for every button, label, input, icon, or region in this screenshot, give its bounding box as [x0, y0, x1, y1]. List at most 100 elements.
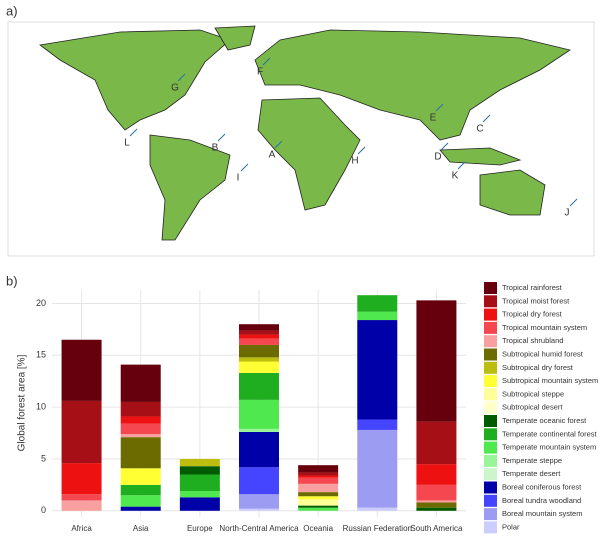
legend-label: Boreal tundra woodland [502, 496, 581, 505]
bar-segment [239, 357, 279, 362]
bar-segment [416, 464, 457, 485]
legend-swatch [484, 481, 497, 494]
bar-segment [357, 429, 398, 508]
bar-segment [239, 334, 279, 339]
x-tick-label: Asia [133, 524, 149, 533]
map-label: K [452, 171, 459, 182]
legend-label: Polar [502, 522, 520, 531]
bar-segment [239, 361, 279, 373]
bar-segment [416, 300, 457, 422]
legend-label: Tropical shrubland [502, 336, 563, 345]
bar-segment [120, 364, 161, 402]
bar-segment [239, 432, 279, 468]
label-leader [357, 146, 366, 155]
legend-label: Boreal mountain system [502, 509, 582, 518]
bar-segment [298, 465, 339, 473]
bar-segment [416, 421, 457, 465]
bar-segment [61, 494, 102, 501]
bar-segment [357, 320, 398, 420]
bar-segment [298, 505, 339, 508]
legend-label: Tropical rainforest [502, 283, 563, 292]
map-label: G [171, 83, 179, 94]
australia [479, 169, 546, 216]
bar-segment [61, 339, 102, 401]
y-tick-label: 5 [41, 453, 46, 463]
legend-swatch [484, 388, 497, 401]
bar-segment [239, 399, 279, 429]
bar-segment [298, 499, 339, 506]
north-america [39, 29, 231, 131]
bar-segment [357, 419, 398, 430]
legend-label: Subtropical dry forest [502, 363, 574, 372]
label-leader [274, 140, 283, 149]
bar-segment [120, 423, 161, 435]
legend-label: Subtropical humid forest [502, 349, 584, 358]
x-tick-label: Oceania [303, 524, 333, 533]
legend-swatch [484, 295, 497, 308]
bar-segment [120, 416, 161, 424]
legend-swatch [484, 282, 497, 294]
label-leader [569, 198, 578, 207]
legend-swatch [484, 308, 497, 321]
legend-label: Subtropical steppe [502, 389, 564, 398]
bar-segment [239, 338, 279, 345]
legend-swatch [484, 375, 497, 388]
panel-label: a) [6, 3, 18, 18]
bar-segment [239, 372, 279, 400]
legend-swatch [484, 454, 497, 467]
legend-label: Subtropical mountain system [502, 376, 598, 385]
map-label: D [434, 152, 441, 163]
label-leader [262, 57, 271, 66]
bar-segment [298, 483, 339, 493]
bar-segment [239, 494, 279, 509]
bar-segment [61, 463, 102, 495]
y-tick-label: 15 [36, 350, 46, 360]
bar-segment [61, 500, 102, 511]
x-tick-label: Africa [71, 524, 92, 533]
bar-segment [61, 400, 102, 464]
map-label: I [237, 173, 240, 184]
legend-label: Subtropical desert [502, 403, 563, 412]
legend-swatch [484, 361, 497, 374]
y-tick-label: 20 [36, 298, 46, 308]
map-label: C [476, 124, 483, 135]
x-tick-label: Europe [187, 524, 213, 533]
legend-swatch [484, 321, 497, 334]
legend-swatch [484, 494, 497, 507]
bar-segment [120, 401, 161, 417]
y-tick-label: 10 [36, 402, 46, 412]
islands [439, 147, 522, 166]
bar-segment [239, 508, 279, 511]
bar-segment [298, 472, 339, 476]
bar-segment [239, 324, 279, 331]
south-america [149, 134, 231, 241]
legend-label: Boreal coniferous forest [502, 482, 582, 491]
y-axis-title: Global forest area [%] [17, 354, 28, 451]
x-tick-label: Russian Federation [343, 524, 412, 533]
map-label: A [269, 150, 276, 161]
bar-segment [298, 507, 339, 511]
bar-segment [120, 484, 161, 496]
label-leader [457, 161, 466, 170]
legend-swatch [484, 521, 497, 534]
bar-segment [416, 500, 457, 503]
bar-segment [179, 474, 220, 492]
bar-segment [298, 496, 339, 500]
bar-segment [239, 344, 279, 358]
bar-segment [179, 497, 220, 511]
bar-segment [179, 491, 220, 498]
bar-segment [357, 311, 398, 321]
map-label: F [257, 67, 263, 78]
map-label: B [212, 143, 219, 154]
legend-swatch [484, 401, 497, 414]
label-leader [177, 73, 186, 82]
bar-segment [120, 468, 161, 485]
label-leader [435, 103, 444, 112]
legend-swatch [484, 508, 497, 521]
bar-segment [179, 458, 220, 467]
map-label: J [565, 208, 570, 219]
bar-segment [416, 502, 457, 508]
legend-label: Temperate steppe [502, 456, 562, 465]
legend-label: Temperate mountain system [502, 443, 596, 452]
bar-segment [357, 295, 398, 312]
